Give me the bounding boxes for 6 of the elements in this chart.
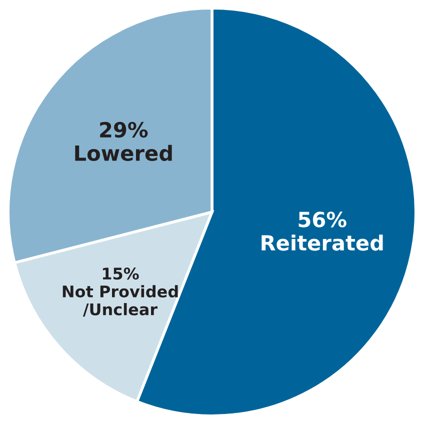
data-label: 15% <box>102 268 139 280</box>
slice-label: Lowered <box>75 144 172 161</box>
slice-label: Reiterated <box>262 234 383 251</box>
data-label: 29% <box>100 122 148 138</box>
slice-label: Not Provided /Unclear <box>62 285 178 317</box>
data-label: 56% <box>298 212 346 228</box>
